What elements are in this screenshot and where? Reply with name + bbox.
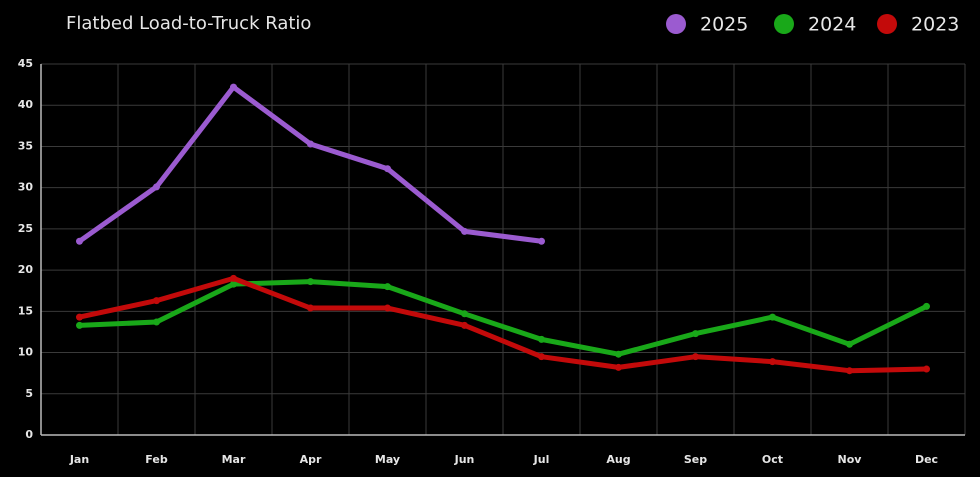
legend-swatch [774,14,794,34]
data-point [461,321,468,329]
data-point [76,237,83,245]
y-tick-label: 5 [25,387,33,400]
y-tick-label: 0 [25,428,33,441]
series-line [77,84,544,244]
data-point [923,302,930,310]
x-tick-label: Jul [533,453,550,466]
data-point [538,237,545,245]
x-tick-label: Aug [606,453,630,466]
data-point [461,310,468,318]
data-point [461,227,468,235]
data-point [769,313,776,321]
y-tick-label: 10 [18,346,34,359]
x-tick-label: Jun [454,453,475,466]
data-point [76,313,83,321]
x-tick-label: Apr [300,453,322,466]
data-point [923,365,930,373]
data-point [153,318,160,326]
data-point [769,358,776,366]
data-point [307,304,314,312]
y-tick-label: 20 [18,263,34,276]
data-point [692,353,699,361]
y-tick-label: 30 [18,181,34,194]
data-point [384,283,391,291]
chart-title: Flatbed Load-to-Truck Ratio [66,13,311,34]
data-point [538,353,545,361]
data-point [692,330,699,338]
x-tick-label: Mar [222,453,246,466]
y-tick-label: 40 [18,98,34,111]
data-point [384,165,391,173]
data-point [615,350,622,358]
data-point [615,363,622,371]
x-tick-label: Oct [762,453,783,466]
legend-label: 2023 [911,14,959,36]
legend-label: 2024 [808,14,856,36]
y-tick-label: 25 [18,222,33,235]
x-tick-label: Jan [69,453,89,466]
data-point [230,280,237,288]
series-line [77,275,929,374]
data-point [230,83,237,91]
data-point [538,335,545,343]
data-point [307,140,314,148]
legend-swatch [877,14,897,34]
y-tick-label: 15 [18,304,33,317]
legend-swatch [666,14,686,34]
x-tick-label: Sep [684,453,707,466]
data-point [384,304,391,312]
data-point [153,297,160,305]
y-tick-label: 45 [18,57,33,70]
data-point [846,367,853,375]
y-tick-label: 35 [18,139,33,152]
x-tick-label: Dec [915,453,938,466]
series-line [77,279,929,357]
data-point [230,274,237,282]
x-tick-label: Nov [838,453,863,466]
legend-label: 2025 [700,14,748,36]
data-point [76,321,83,329]
data-point [846,340,853,348]
data-point [153,183,160,191]
data-point [307,278,314,286]
x-tick-label: Feb [145,453,168,466]
x-tick-label: May [375,453,400,466]
